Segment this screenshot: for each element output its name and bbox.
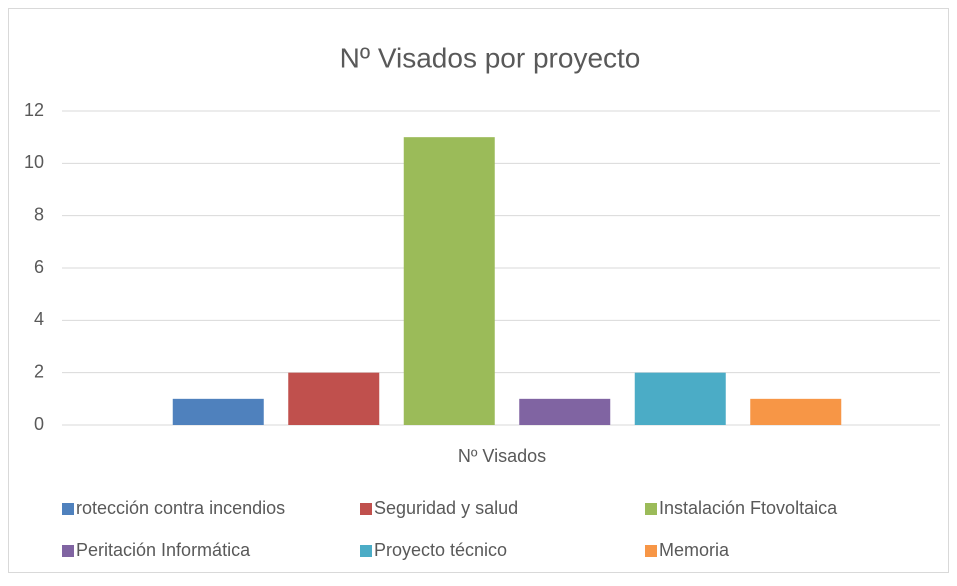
legend-label: Proyecto técnico: [374, 540, 507, 560]
y-tick-label: 10: [24, 152, 44, 172]
legend-label: Memoria: [659, 540, 730, 560]
bar: [172, 398, 264, 425]
bar: [634, 372, 726, 425]
y-tick-label: 2: [34, 361, 44, 381]
legend-swatch: [360, 545, 372, 557]
legend-label: Seguridad y salud: [374, 498, 518, 518]
legend-label: rotección contra incendios: [76, 498, 285, 518]
x-tick-label: Nº Visados: [458, 446, 546, 466]
y-tick-label: 6: [34, 257, 44, 277]
bar: [519, 398, 611, 425]
legend-label: Instalación Ftovoltaica: [659, 498, 838, 518]
y-tick-label: 12: [24, 100, 44, 120]
legend-swatch: [645, 503, 657, 515]
bar: [750, 398, 842, 425]
legend-label: Peritación Informática: [76, 540, 251, 560]
y-tick-label: 4: [34, 309, 44, 329]
legend-swatch: [645, 545, 657, 557]
legend-swatch: [62, 503, 74, 515]
legend-swatch: [62, 545, 74, 557]
legend-swatch: [360, 503, 372, 515]
y-tick-label: 8: [34, 204, 44, 224]
bar: [403, 137, 495, 425]
y-tick-label: 0: [34, 414, 44, 434]
bar: [288, 372, 380, 425]
chart-title: Nº Visados por proyecto: [340, 42, 641, 73]
